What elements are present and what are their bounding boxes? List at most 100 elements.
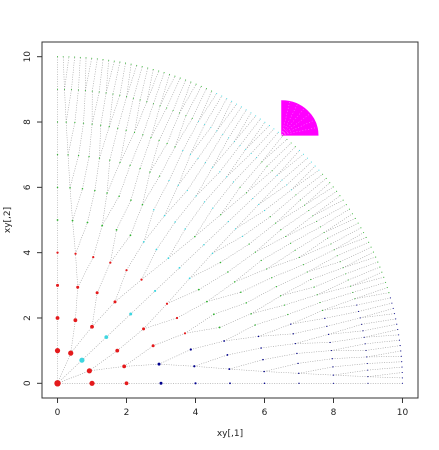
data-point [351, 213, 353, 215]
connector-line [126, 241, 145, 271]
data-point [321, 309, 324, 312]
data-point [119, 94, 121, 96]
connector-line [317, 279, 349, 296]
data-point [383, 276, 385, 278]
connector-line [143, 215, 165, 243]
connector-line [89, 366, 125, 372]
connector-line [164, 190, 188, 216]
data-point [74, 252, 77, 255]
connector-line [308, 191, 337, 211]
data-point [366, 356, 368, 358]
connector-line [245, 125, 270, 150]
data-point [226, 354, 229, 356]
connector-line [330, 337, 365, 343]
data-point [332, 186, 334, 188]
data-point [303, 204, 306, 206]
data-point [126, 96, 128, 98]
data-point [141, 203, 144, 206]
data-point [153, 289, 157, 293]
data-point [363, 232, 365, 234]
connector-line [246, 286, 277, 304]
data-point [260, 259, 262, 262]
connector-line [158, 349, 191, 365]
data-point [216, 130, 218, 132]
connector-line [116, 199, 132, 230]
data-point [358, 310, 360, 313]
connector-line [206, 281, 235, 302]
plot-frame [41, 41, 419, 399]
data-point [299, 199, 301, 201]
connector-line [77, 256, 94, 288]
connector-line [234, 112, 252, 142]
data-point [159, 105, 161, 107]
connector-line [350, 271, 383, 287]
data-point [129, 312, 133, 316]
connector-line [190, 124, 205, 155]
connector-line [142, 103, 154, 135]
connector-line [92, 225, 103, 258]
data-point [98, 157, 101, 159]
connector-line [317, 285, 351, 296]
data-point [324, 317, 326, 319]
data-point [297, 362, 299, 365]
data-point [280, 229, 282, 231]
data-point [354, 298, 356, 300]
connector-line [150, 107, 167, 138]
data-point [233, 141, 235, 143]
connector-line [70, 320, 76, 354]
connector-line [178, 158, 199, 186]
connector-line [119, 130, 127, 163]
data-point [262, 358, 264, 361]
connector-line [367, 372, 403, 378]
connector-line [358, 302, 392, 312]
data-point [385, 281, 387, 283]
connector-line [342, 251, 374, 269]
connector-line [158, 110, 174, 141]
connector-line [198, 90, 212, 122]
data-point [158, 175, 161, 177]
connector-line [213, 302, 247, 315]
data-point [188, 277, 191, 280]
connector-line [228, 198, 253, 222]
data-point [255, 157, 258, 159]
data-point [108, 126, 110, 128]
data-point [124, 381, 129, 386]
connector-line [366, 350, 401, 358]
connector-line [330, 227, 362, 245]
data-point [310, 161, 312, 163]
data-point [389, 297, 392, 299]
data-point [95, 291, 99, 295]
connector-line [74, 89, 79, 123]
connector-line [65, 89, 72, 123]
data-point [250, 112, 252, 114]
connector-line [78, 57, 81, 91]
connector-line [366, 356, 402, 358]
data-point [319, 301, 321, 304]
connector-line [212, 137, 229, 168]
data-point [65, 121, 67, 123]
data-point [296, 352, 298, 355]
data-point [255, 115, 257, 117]
connector-line [295, 334, 329, 344]
connector-line [126, 64, 132, 97]
data-point [91, 90, 93, 92]
data-point [290, 323, 292, 325]
data-point [326, 325, 328, 327]
connector-line [189, 253, 213, 279]
data-point [329, 341, 331, 344]
connector-line [206, 291, 241, 302]
data-point [77, 154, 80, 157]
data-point [298, 256, 300, 259]
connector-line [322, 304, 357, 311]
connector-line [360, 308, 394, 319]
connector-line [106, 313, 131, 338]
data-point [327, 333, 330, 335]
data-point [391, 302, 393, 304]
connector-line [94, 158, 100, 191]
data-point [276, 174, 278, 177]
connector-line [142, 172, 151, 205]
connector-line [261, 139, 288, 163]
data-point [365, 349, 367, 351]
connector-line [172, 79, 186, 111]
connector-line [65, 122, 69, 155]
